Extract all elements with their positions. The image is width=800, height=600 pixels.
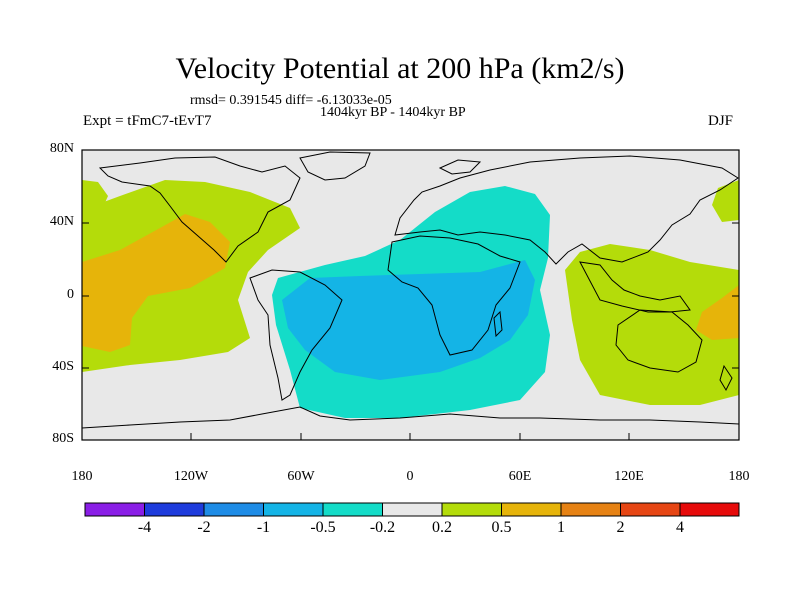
- colorbar-segment: [441, 502, 502, 517]
- region-west-pacific-positive: [565, 244, 739, 405]
- coast-north-america: [98, 156, 301, 263]
- coast-south-america: [249, 269, 343, 401]
- colorbar: [84, 502, 740, 517]
- lon-label: 60W: [287, 469, 315, 484]
- coastline-layer: [82, 151, 739, 429]
- colorbar-segment: [620, 502, 681, 517]
- colorbar-segment: [144, 502, 205, 517]
- colorbar-label: -0.2: [369, 519, 396, 536]
- coast-arctic-islands: [438, 159, 482, 175]
- colorbar-label: -2: [197, 519, 211, 536]
- colorbar-label: 0.2: [432, 519, 452, 536]
- lat-ticks: [82, 149, 739, 441]
- lon-label: 120E: [614, 469, 644, 484]
- colorbar-label: 2: [616, 519, 625, 536]
- lat-label: 80S: [52, 431, 74, 446]
- lon-label: 180: [71, 469, 93, 484]
- lat-label: 40N: [49, 214, 74, 229]
- lon-label: 120W: [173, 469, 209, 484]
- lon-label: 180: [728, 469, 750, 484]
- colorbar-segment: [679, 502, 740, 517]
- colorbar-segment: [203, 502, 264, 517]
- lat-label: 80N: [49, 141, 74, 156]
- colorbar-segment: [501, 502, 562, 517]
- coast-new-zealand: [719, 364, 733, 392]
- lon-label: 60E: [508, 469, 532, 484]
- colorbar-label: -0.5: [310, 519, 336, 536]
- region-west-pacific-maximum: [696, 285, 739, 340]
- colorbar-segment: [382, 502, 443, 517]
- lon-ticks: [81, 433, 740, 440]
- coast-europe-asia: [394, 155, 739, 265]
- coast-australia: [615, 309, 703, 373]
- coast-antarctica: [82, 406, 739, 429]
- figure-title: Velocity Potential at 200 hPa (km2/s): [175, 52, 625, 85]
- lat-label: 40S: [52, 359, 74, 374]
- colorbar-label: -1: [256, 519, 271, 536]
- region-dateline-positive-east: [82, 180, 108, 220]
- colorbar-label: -4: [137, 519, 152, 536]
- colorbar-segment: [84, 502, 145, 517]
- colorbar-segment: [263, 502, 324, 517]
- coast-southeast-asia: [579, 261, 691, 313]
- stats-line: rmsd= 0.391545 diff= -6.13033e-05: [190, 93, 392, 108]
- colorbar-segment: [560, 502, 621, 517]
- contour-fill-layer: [82, 180, 739, 418]
- season-label: DJF: [708, 113, 734, 129]
- colorbar-segment: [322, 502, 383, 517]
- coast-madagascar: [493, 310, 503, 338]
- experiment-label: Expt = tFmC7-tEvT7: [83, 113, 212, 129]
- region-central-pacific-maximum: [82, 214, 230, 352]
- colorbar-label: 1: [557, 519, 565, 536]
- lon-label: 0: [406, 469, 414, 484]
- colorbar-label: 4: [676, 519, 684, 536]
- coast-africa: [387, 235, 521, 356]
- period-label: 1404kyr BP - 1404kyr BP: [320, 105, 466, 120]
- colorbar-label: 0.5: [491, 519, 512, 536]
- lat-label: 0: [67, 287, 74, 302]
- coast-greenland: [299, 151, 371, 181]
